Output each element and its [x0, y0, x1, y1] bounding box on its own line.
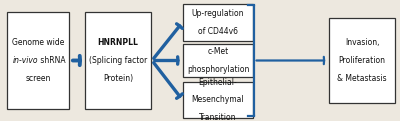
FancyBboxPatch shape — [329, 18, 395, 103]
FancyBboxPatch shape — [183, 4, 253, 41]
FancyBboxPatch shape — [7, 12, 69, 109]
Text: shRNA: shRNA — [38, 56, 66, 65]
Text: Epithelial-: Epithelial- — [199, 78, 237, 87]
Text: screen: screen — [25, 74, 51, 83]
Text: c-Met: c-Met — [207, 47, 229, 56]
FancyBboxPatch shape — [183, 44, 253, 77]
Text: Invasion,: Invasion, — [345, 38, 379, 47]
Text: (Splicing factor: (Splicing factor — [89, 56, 147, 65]
FancyBboxPatch shape — [183, 82, 253, 118]
Text: Genome wide: Genome wide — [12, 38, 64, 47]
Text: of CD44v6: of CD44v6 — [198, 27, 238, 36]
Text: in-vivo: in-vivo — [12, 56, 38, 65]
Text: Proliferation: Proliferation — [338, 56, 386, 65]
FancyBboxPatch shape — [85, 12, 151, 109]
Text: Up-regulation: Up-regulation — [192, 9, 244, 18]
Text: phosphorylation: phosphorylation — [187, 65, 249, 74]
Text: Mesenchymal: Mesenchymal — [192, 95, 244, 104]
Text: Protein): Protein) — [103, 74, 133, 83]
Text: & Metastasis: & Metastasis — [337, 74, 387, 83]
Text: Transition: Transition — [199, 113, 237, 121]
Text: HNRNPLL: HNRNPLL — [98, 38, 138, 47]
